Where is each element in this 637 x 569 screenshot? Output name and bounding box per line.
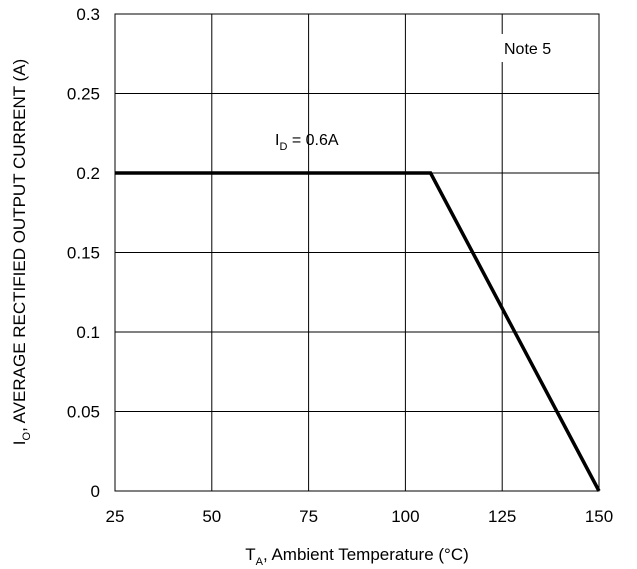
x-axis-title-main: T: [245, 545, 255, 564]
x-tick-label: 150: [585, 507, 613, 526]
y-axis-title: IO, AVERAGE RECTIFIED OUTPUT CURRENT (A): [10, 59, 33, 445]
derating-curve: [115, 171, 601, 492]
x-axis-title-rest: , Ambient Temperature (°C): [263, 545, 469, 564]
x-tick-label: 25: [106, 507, 125, 526]
note-background: [498, 34, 576, 62]
plot-area-border: [114, 13, 600, 492]
y-tick-label: 0.3: [76, 5, 100, 24]
x-axis-title: TA, Ambient Temperature (°C): [245, 545, 469, 568]
curve-label-rest: = 0.6A: [287, 132, 338, 149]
y-tick-label: 0.2: [76, 164, 100, 183]
x-tick-label: 75: [299, 507, 318, 526]
y-tick-label: 0.25: [67, 85, 100, 104]
y-tick-label: 0.15: [67, 244, 100, 263]
note-label: Note 5: [504, 41, 551, 58]
curve-label-sub: D: [279, 141, 287, 153]
series-layer: [115, 171, 601, 492]
x-tick-label: 125: [488, 507, 516, 526]
y-tick-label: 0: [91, 482, 100, 501]
x-axis-title-sub: A: [256, 556, 264, 568]
y-axis-title-main: I: [10, 440, 29, 445]
curve-label: ID = 0.6A: [275, 132, 339, 153]
y-tick-label: 0.05: [67, 403, 100, 422]
x-tick-label: 100: [391, 507, 419, 526]
x-tick-label: 50: [202, 507, 221, 526]
y-tick-labels: 0 0.05 0.1 0.15 0.2 0.25 0.3: [67, 5, 100, 501]
y-axis-title-sub: O: [21, 431, 33, 440]
y-tick-label: 0.1: [76, 323, 100, 342]
x-tick-labels: 25 50 75 100 125 150: [106, 507, 614, 526]
y-axis-title-rest: , AVERAGE RECTIFIED OUTPUT CURRENT (A): [10, 59, 29, 432]
curve-label-main: I: [275, 132, 279, 149]
